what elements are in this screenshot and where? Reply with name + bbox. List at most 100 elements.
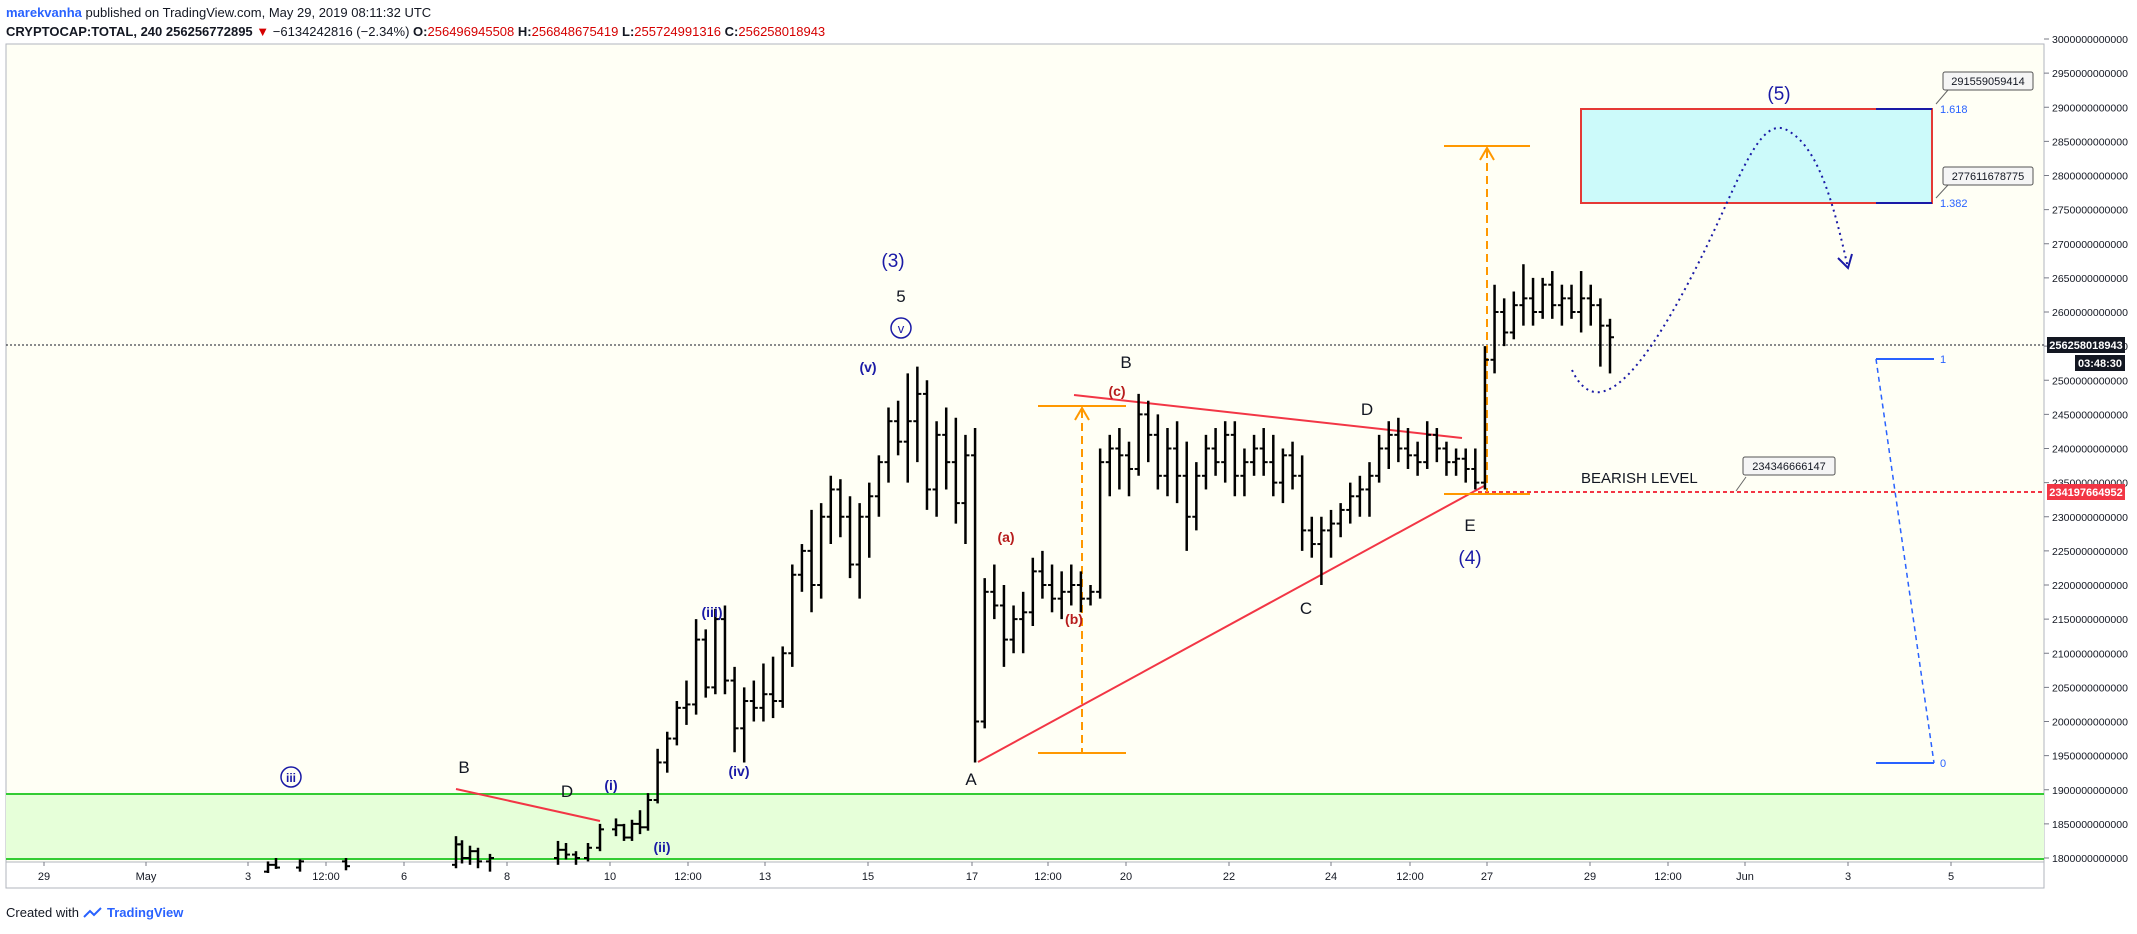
x-tick-label: 10 [604, 871, 616, 883]
wave-iii-circle-label: iii [286, 771, 296, 785]
y-tick-label: 2250000000000 [2052, 546, 2128, 558]
x-tick-label: 5 [1948, 871, 1954, 883]
x-tick-label: 15 [862, 871, 874, 883]
ohlc-bar [636, 810, 644, 835]
ohlc-bar [1028, 557, 1037, 626]
ohlc-bar [653, 748, 662, 804]
ohlc-bar [922, 380, 931, 510]
ohlc-bar [769, 656, 778, 719]
ohlc-bar [1105, 434, 1114, 497]
symbol-label: CRYPTOCAP:TOTAL, 240 [6, 24, 163, 39]
ohlc-bar [961, 434, 970, 545]
y-tick-label: 1950000000000 [2052, 751, 2128, 763]
y-tick-label: 2950000000000 [2052, 68, 2128, 80]
x-tick-label: May [136, 871, 157, 883]
ohlc-bar [620, 823, 628, 841]
footer: Created with TradingView [6, 905, 183, 920]
ohlc-bar [682, 680, 691, 725]
ohlc-bar [932, 421, 941, 517]
publish-line: marekvanha published on TradingView.com,… [6, 3, 825, 22]
ohlc-bar [1548, 271, 1557, 319]
target-upper-value: 291559059414 [1951, 76, 2024, 88]
bearish-price-tag-text: 234197664952 [2049, 487, 2122, 499]
ohlc-bar [1596, 298, 1605, 367]
ohlc-bar [1432, 428, 1441, 463]
ohlc-bar [1153, 414, 1162, 490]
ohlc-bar [1586, 284, 1595, 326]
target-lower-value: 277611678775 [1952, 171, 2025, 183]
ohlc-bar [1057, 571, 1066, 620]
ohlc-bar [1173, 421, 1182, 504]
target-lower-callout[interactable] [1942, 166, 2034, 186]
ohlc-bar [730, 666, 739, 753]
ohlc-bar [342, 858, 350, 871]
subwave-b-label: (b) [1065, 611, 1083, 627]
price-axis[interactable] [2045, 44, 2137, 862]
x-tick-label: 20 [1120, 871, 1132, 883]
wave-d-left-label: D [561, 782, 573, 801]
fib-1-label: 1 [1940, 354, 1946, 366]
subwave-a-label: (a) [997, 529, 1014, 545]
ohlc-bar [1336, 503, 1345, 538]
target-upper-callout[interactable] [1942, 71, 2034, 91]
wave-ii-label: (ii) [653, 839, 670, 855]
wave-v-label: (v) [859, 359, 876, 375]
high-value: 256848675419 [531, 24, 619, 39]
ohlc-bar [474, 847, 482, 869]
ohlc-bar [1067, 564, 1076, 606]
ohlc-bar [1384, 421, 1393, 469]
ohlc-bar [1288, 441, 1297, 490]
ohlc-bar [1413, 441, 1422, 476]
ohlc-bar [1115, 428, 1124, 490]
ohlc-bar [1577, 271, 1586, 333]
open-label: O: [413, 24, 428, 39]
change-value: −6134242816 (−2.34%) [272, 24, 410, 39]
bearish-callout[interactable] [1742, 456, 1836, 476]
wave-iv-label: (iv) [729, 763, 750, 779]
ohlc-bar [1240, 448, 1249, 497]
y-tick-label: 2600000000000 [2052, 307, 2128, 319]
y-tick-label: 2400000000000 [2052, 444, 2128, 456]
ohlc-bar [1038, 550, 1047, 599]
chart-header: marekvanha published on TradingView.com,… [6, 3, 825, 41]
wave-3-label: (3) [881, 251, 904, 272]
y-tick-label: 3000000000000 [2052, 34, 2128, 46]
ohlc-bar [486, 853, 494, 872]
ohlc-bar [1346, 482, 1355, 524]
support-zone [6, 794, 2044, 859]
ohlc-bar [596, 823, 604, 852]
x-axis-ticks: 29 May 3 12:00 6 8 10 12:00 13 15 17 12:00 20 22 24 12:… [38, 862, 1954, 883]
triangle-lower-trendline [977, 485, 1485, 763]
current-price-tag [2047, 337, 2125, 353]
y-tick-label: 1900000000000 [2052, 785, 2128, 797]
countdown-tag-text: 03:48:30 [2078, 358, 2122, 370]
y-tick-label: 2150000000000 [2052, 614, 2128, 626]
ohlc-bar [272, 858, 280, 869]
ohlc-bar [884, 407, 893, 483]
ohlc-bar [999, 585, 1008, 667]
ohlc-bar [458, 840, 466, 864]
ohlc-bar [1538, 277, 1547, 319]
x-tick-label: 8 [504, 871, 510, 883]
wave-a-label: A [965, 770, 977, 789]
ohlc-bar [1211, 428, 1220, 476]
ohlc-bar [1125, 441, 1133, 497]
ohlc-bar [951, 417, 960, 524]
author-link[interactable]: marekvanha [6, 5, 82, 20]
ohlc-bar [1355, 475, 1364, 517]
last-price: 256256772895 [165, 24, 253, 39]
low-label: L: [622, 24, 635, 39]
ohlc-bar [1365, 462, 1374, 517]
ohlc-bar [990, 564, 999, 620]
ohlc-bar [874, 455, 883, 517]
y-tick-label: 2200000000000 [2052, 580, 2128, 592]
y-tick-label: 2800000000000 [2052, 171, 2128, 183]
x-tick-label: 12:00 [1396, 871, 1424, 883]
ohlc-bar [562, 842, 570, 860]
close-value: 256258018943 [738, 24, 826, 39]
tradingview-brand[interactable]: TradingView [106, 905, 184, 920]
ohlc-bar [1442, 441, 1451, 476]
ohlc-bar [1461, 448, 1470, 483]
ohlc-bar [1423, 421, 1432, 469]
